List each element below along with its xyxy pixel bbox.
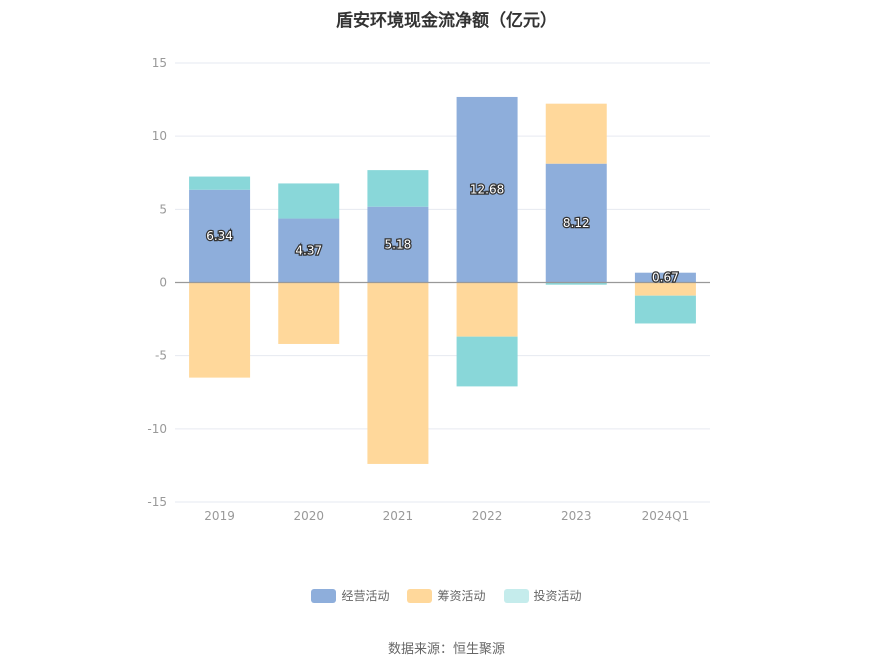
data-label: 8.12: [563, 216, 590, 230]
bar-2-2021: [367, 170, 429, 207]
legend-swatch-investing: [503, 588, 529, 603]
legend-label-operating: 经营活动: [341, 589, 390, 603]
y-tick-label: 5: [159, 202, 167, 216]
x-axis-ticks: 2019 2020 2021 2022 2023 2024Q1: [204, 509, 689, 523]
bar-2-2023: [545, 282, 607, 285]
data-label: 4.37: [295, 244, 322, 258]
bar-0-2023: [545, 163, 607, 283]
bar-0-2021: [367, 206, 429, 283]
y-tick-label: 15: [152, 56, 167, 70]
data-labels: 6.34 4.37 5.18 12.68 8.12 0.67: [205, 181, 680, 285]
legend-label-investing: 投资活动: [533, 589, 582, 603]
x-tick-label: 2023: [561, 509, 592, 523]
legend-swatch-financing: [407, 588, 433, 603]
data-label: 5.18: [385, 238, 412, 252]
bars: [189, 96, 696, 464]
bar-2-2020: [278, 183, 340, 219]
legend-swatch-operating: [311, 588, 337, 603]
bar-1-2022: [456, 282, 518, 337]
y-tick-label: 0: [159, 276, 167, 290]
x-tick-label: 2019: [204, 509, 235, 523]
legend-item-financing[interactable]: 筹资活动: [407, 587, 486, 604]
bar-0-2019: [189, 189, 251, 283]
bar-chart: 15 10 5 0 -5 -10 -15 6.34 4.37 5.18 12.68 8.12 0.67…: [147, 56, 710, 523]
legend-label-financing: 筹资活动: [437, 589, 486, 603]
legend-item-investing[interactable]: 投资活动: [503, 587, 582, 604]
x-tick-label: 2021: [383, 509, 414, 523]
y-axis-ticks: 15 10 5 0 -5 -10 -15: [147, 56, 167, 509]
y-tick-label: 10: [152, 129, 167, 143]
bar-0-2020: [278, 218, 340, 283]
bar-1-2023: [545, 103, 607, 164]
bar-0-2024q1: [634, 272, 696, 283]
legend-item-operating[interactable]: 经营活动: [311, 587, 389, 604]
zero-axis: [175, 281, 710, 503]
data-label: 6.34: [206, 229, 233, 243]
data-label: 12.68: [470, 183, 504, 197]
bar-2-2019: [189, 176, 251, 190]
bar-2-2024q1: [634, 295, 696, 324]
x-tick-label: 2024Q1: [642, 509, 690, 523]
source-note: 数据来源：恒生聚源: [387, 642, 505, 657]
bar-1-2020: [278, 282, 340, 344]
y-tick-label: -5: [155, 349, 167, 363]
x-tick-label: 2022: [472, 509, 503, 523]
bar-1-2021: [367, 282, 429, 464]
bar-1-2019: [189, 282, 251, 378]
bar-1-2024q1: [634, 282, 696, 296]
bar-2-2022: [456, 336, 518, 387]
y-tick-label: -10: [147, 422, 167, 436]
chart-title: 盾安环境现金流净额（亿元）: [336, 11, 557, 31]
x-tick-label: 2020: [293, 509, 324, 523]
grid-lines: [175, 62, 710, 503]
bar-0-2022: [456, 96, 518, 283]
y-tick-label: -15: [147, 495, 167, 509]
legend: 经营活动 筹资活动 投资活动: [0, 587, 893, 604]
data-label: 0.67: [652, 271, 679, 285]
